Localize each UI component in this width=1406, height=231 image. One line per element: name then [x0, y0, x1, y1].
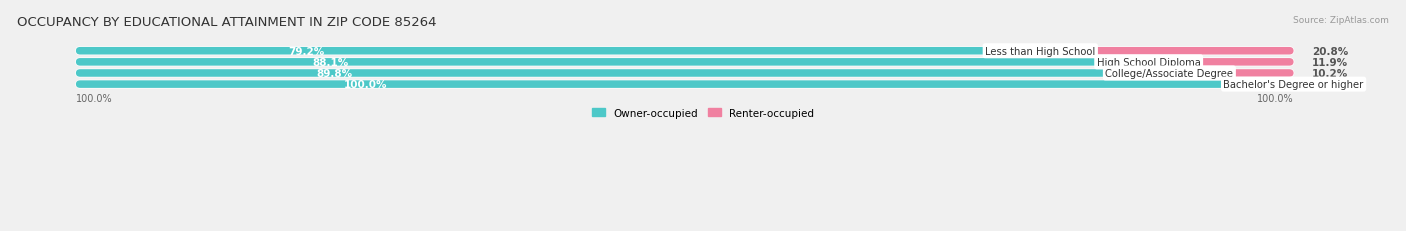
Text: 0.0%: 0.0% — [1312, 80, 1341, 90]
Text: 88.1%: 88.1% — [312, 58, 349, 68]
Legend: Owner-occupied, Renter-occupied: Owner-occupied, Renter-occupied — [592, 108, 814, 118]
Text: 100.0%: 100.0% — [76, 94, 112, 104]
Text: Less than High School: Less than High School — [986, 46, 1095, 57]
FancyBboxPatch shape — [76, 81, 1294, 88]
FancyBboxPatch shape — [1149, 59, 1294, 66]
Text: 100.0%: 100.0% — [1257, 94, 1294, 104]
FancyBboxPatch shape — [76, 59, 1149, 66]
FancyBboxPatch shape — [1040, 48, 1294, 55]
Text: 79.2%: 79.2% — [288, 46, 325, 57]
FancyBboxPatch shape — [76, 48, 1040, 55]
FancyBboxPatch shape — [76, 70, 1170, 77]
Text: 100.0%: 100.0% — [344, 80, 387, 90]
Text: Source: ZipAtlas.com: Source: ZipAtlas.com — [1294, 16, 1389, 25]
FancyBboxPatch shape — [76, 48, 1294, 55]
Text: 89.8%: 89.8% — [316, 69, 353, 79]
Text: College/Associate Degree: College/Associate Degree — [1105, 69, 1233, 79]
Text: OCCUPANCY BY EDUCATIONAL ATTAINMENT IN ZIP CODE 85264: OCCUPANCY BY EDUCATIONAL ATTAINMENT IN Z… — [17, 16, 436, 29]
Text: 11.9%: 11.9% — [1312, 58, 1348, 68]
FancyBboxPatch shape — [76, 81, 1294, 88]
FancyBboxPatch shape — [1170, 70, 1294, 77]
Text: 20.8%: 20.8% — [1312, 46, 1348, 57]
Text: Bachelor's Degree or higher: Bachelor's Degree or higher — [1223, 80, 1364, 90]
FancyBboxPatch shape — [76, 59, 1294, 66]
Text: 10.2%: 10.2% — [1312, 69, 1348, 79]
Text: High School Diploma: High School Diploma — [1097, 58, 1201, 68]
FancyBboxPatch shape — [76, 70, 1294, 77]
